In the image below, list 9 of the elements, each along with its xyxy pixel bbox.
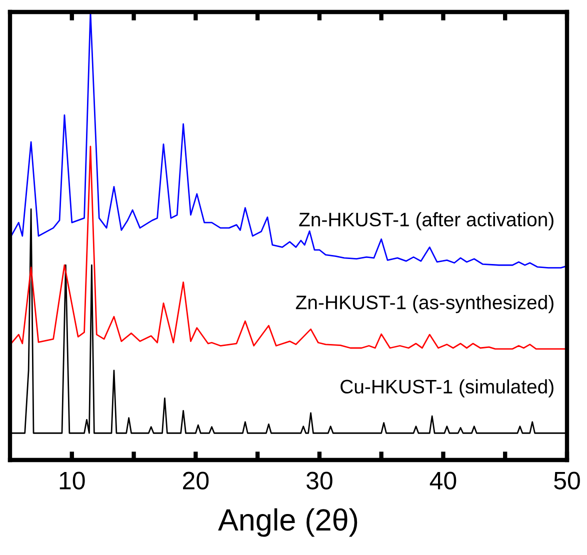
- x-tick-label: 20: [183, 472, 209, 490]
- x-tick-label: 40: [430, 472, 456, 490]
- series-label: Zn-HKUST-1 (as-synthesized): [296, 295, 554, 314]
- series-label: Zn-HKUST-1 (after activation): [299, 212, 554, 230]
- x-axis-title: Angle (2θ): [218, 508, 358, 537]
- x-tick-label: 30: [306, 472, 332, 490]
- series-label: Cu-HKUST-1 (simulated): [340, 379, 554, 398]
- x-tick-label: 10: [60, 472, 85, 490]
- x-tick-label: 50: [554, 472, 580, 490]
